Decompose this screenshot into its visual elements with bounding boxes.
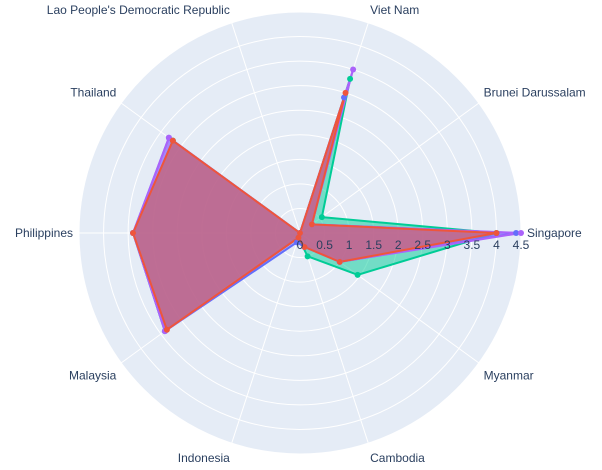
series-3-point-viet-nam [350,66,357,73]
radial-tick-0: 0 [297,238,304,252]
series-2-point-viet-nam [341,94,348,101]
spoke-brunei-darussalam [299,102,480,234]
radial-tick-9: 4.5 [513,238,530,252]
category-label-cambodia: Cambodia [370,451,425,465]
radial-tick-6: 3 [444,238,451,252]
radial-tick-8: 4 [493,238,500,252]
radial-tick-3: 1.5 [365,238,382,252]
series-3-point-singapore [518,230,524,236]
series-1-point-cambodia [304,253,311,260]
radial-tick-labels: 0 0.5 1 1.5 2 2.5 3 3.5 4 4.5 [297,238,530,252]
series-4-point-philippines [130,230,137,236]
radial-tick-4: 2 [395,238,402,252]
radial-tick-2: 1 [346,238,353,252]
category-labels: Singapore Brunei Darussalam Viet Nam Lao Pe… [15,3,586,465]
category-label-indonesia: Indonesia [178,451,230,465]
series-layer [130,66,524,335]
series-4-point-brunei-darussalam [308,221,315,228]
series-4-point-lao-people-s-democratic-republic [297,230,303,236]
series-4-point-thailand [169,137,176,144]
category-label-philippines: Philippines [15,226,73,240]
radial-tick-5: 2.5 [414,238,431,252]
category-label-malaysia: Malaysia [69,368,117,382]
category-label-singapore: Singapore [527,226,582,240]
series-4-point-viet-nam [342,89,349,96]
category-label-lao-people-s-democratic-republic: Lao People's Democratic Republic [47,3,230,17]
spoke-indonesia [231,232,301,444]
spoke-cambodia [299,232,369,444]
category-label-brunei-darussalam: Brunei Darussalam [484,86,586,100]
series-2-point-singapore [513,230,520,236]
category-label-thailand: Thailand [70,86,116,100]
series-4-point-cambodia [301,244,308,251]
category-label-myanmar: Myanmar [484,368,534,382]
radial-tick-1: 0.5 [316,238,333,252]
series-4-point-malaysia [163,326,170,333]
spoke-lao-people-s-democratic-republic [231,22,301,234]
series-2-point-indonesia [293,239,300,246]
series-4-point-myanmar [336,258,343,265]
category-label-viet-nam: Viet Nam [370,3,419,17]
series-4-point-indonesia [295,234,302,241]
radial-tick-7: 3.5 [464,238,481,252]
series-1-point-myanmar [354,271,361,278]
series-4-point-singapore [493,230,500,236]
series-1-point-viet-nam [347,75,354,82]
series-1-point-brunei-darussalam [318,214,325,221]
